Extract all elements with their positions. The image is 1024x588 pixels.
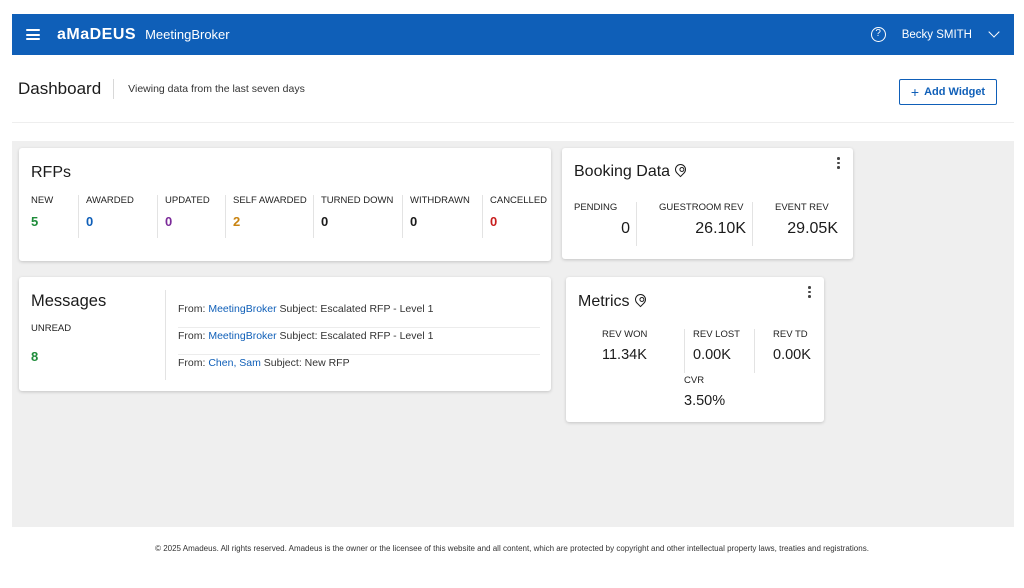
rfp-stat-label: WITHDRAWN <box>410 195 470 206</box>
booking-stats: PENDING 0 GUESTROOM REV 26.10K EVENT REV… <box>574 202 838 246</box>
add-widget-button[interactable]: + Add Widget <box>899 79 997 105</box>
message-subject: Escalated RFP - Level 1 <box>320 330 434 342</box>
from-label: From: <box>178 330 206 342</box>
subject-label: Subject: <box>279 303 318 315</box>
amadeus-logo[interactable]: aMaDEUS <box>57 25 137 43</box>
top-nav-bar: aMaDEUS MeetingBroker ? Becky SMITH <box>12 14 1014 55</box>
metric-rev-td: REV TD 0.00K <box>754 329 820 373</box>
metric-label: REV TD <box>773 329 808 340</box>
booking-stat-event-rev: EVENT REV 29.05K <box>752 202 838 246</box>
booking-data-widget: Booking Data PENDING 0 GUESTROOM REV 26.… <box>562 148 853 259</box>
rfp-stat-label: UPDATED <box>165 195 210 206</box>
rfp-stat-value: 2 <box>233 214 241 229</box>
message-item[interactable]: From: MeetingBroker Subject: Escalated R… <box>178 301 540 328</box>
rfp-stat-label: AWARDED <box>86 195 134 206</box>
hamburger-menu-icon[interactable] <box>26 29 40 40</box>
rfp-stat-new[interactable]: NEW 5 <box>31 195 78 238</box>
header-divider <box>113 78 115 99</box>
add-widget-label: Add Widget <box>924 86 986 98</box>
messages-divider <box>165 290 166 380</box>
rfp-stat-value: 0 <box>86 214 94 229</box>
booking-stat-value: 29.05K <box>787 220 838 237</box>
page-subtitle: Viewing data from the last seven days <box>128 82 305 95</box>
rfps-widget: RFPs NEW 5 AWARDED 0 UPDATED 0 SELF AWAR… <box>19 148 551 261</box>
from-label: From: <box>178 303 206 315</box>
dashboard-header: Dashboard Viewing data from the last sev… <box>12 55 1014 123</box>
metrics-row-1: REV WON 11.34K REV LOST 0.00K REV TD 0.0… <box>578 329 820 373</box>
rfp-stat-label: SELF AWARDED <box>233 195 307 206</box>
message-sender-link[interactable]: MeetingBroker <box>208 330 277 342</box>
rfp-stat-label: TURNED DOWN <box>321 195 394 206</box>
product-name: MeetingBroker <box>145 27 230 42</box>
copyright-footer: © 2025 Amadeus. All rights reserved. Ama… <box>155 544 869 553</box>
metric-value: 11.34K <box>602 347 647 363</box>
metric-value: 0.00K <box>693 347 731 363</box>
rfp-stat-label: NEW <box>31 195 54 206</box>
metric-label: REV WON <box>602 329 648 340</box>
metric-label: REV LOST <box>693 329 740 340</box>
booking-stat-value: 26.10K <box>695 220 746 237</box>
message-list: From: MeetingBroker Subject: Escalated R… <box>178 301 540 382</box>
booking-stat-label: EVENT REV <box>775 202 829 213</box>
metric-cvr: CVR 3.50% <box>684 375 725 409</box>
unread-count[interactable]: 8 <box>31 349 39 364</box>
metric-value: 0.00K <box>773 347 811 363</box>
more-options-icon[interactable] <box>808 286 812 298</box>
user-menu-name[interactable]: Becky SMITH <box>901 28 972 41</box>
messages-title: Messages <box>31 292 107 310</box>
rfp-stat-awarded[interactable]: AWARDED 0 <box>78 195 157 238</box>
location-pin-icon[interactable] <box>632 291 648 308</box>
rfp-stat-value: 0 <box>165 214 173 229</box>
help-icon[interactable]: ? <box>870 27 886 42</box>
message-item[interactable]: From: MeetingBroker Subject: Escalated R… <box>178 328 540 355</box>
more-options-icon[interactable] <box>837 157 841 169</box>
booking-data-title-text: Booking Data <box>574 163 671 180</box>
rfp-stat-turned-down[interactable]: TURNED DOWN 0 <box>313 195 402 238</box>
message-item[interactable]: From: Chen, Sam Subject: New RFP <box>178 355 540 382</box>
rfp-stat-self-awarded[interactable]: SELF AWARDED 2 <box>225 195 313 238</box>
metric-value: 3.50% <box>684 393 726 409</box>
rfp-stat-label: CANCELLED <box>490 195 548 206</box>
metrics-title-text: Metrics <box>578 293 630 310</box>
rfps-stats: NEW 5 AWARDED 0 UPDATED 0 SELF AWARDED 2… <box>31 195 552 238</box>
booking-stat-value: 0 <box>621 220 630 237</box>
metric-rev-won: REV WON 11.34K <box>578 329 684 373</box>
booking-data-title: Booking Data <box>574 161 689 181</box>
from-label: From: <box>178 357 206 369</box>
page-title: Dashboard <box>18 78 102 98</box>
booking-stat-guestroom-rev: GUESTROOM REV 26.10K <box>636 202 752 246</box>
location-pin-icon[interactable] <box>672 161 689 178</box>
metric-label: CVR <box>684 375 705 386</box>
metrics-title: Metrics <box>578 291 648 311</box>
rfp-stat-value: 5 <box>31 214 39 229</box>
unread-label: UNREAD <box>31 323 72 334</box>
rfp-stat-cancelled[interactable]: CANCELLED 0 <box>482 195 552 238</box>
message-subject: Escalated RFP - Level 1 <box>320 303 434 315</box>
message-sender-link[interactable]: MeetingBroker <box>208 303 277 315</box>
message-sender-link[interactable]: Chen, Sam <box>208 357 261 369</box>
message-subject: New RFP <box>304 357 350 369</box>
rfps-title: RFPs <box>31 164 71 181</box>
metrics-widget: Metrics REV WON 11.34K REV LOST 0.00K RE… <box>566 277 824 422</box>
subject-label: Subject: <box>279 330 318 342</box>
plus-icon: + <box>910 84 920 100</box>
booking-stat-label: GUESTROOM REV <box>659 202 744 213</box>
rfp-stat-value: 0 <box>410 214 418 229</box>
rfp-stat-value: 0 <box>490 214 498 229</box>
rfp-stat-withdrawn[interactable]: WITHDRAWN 0 <box>402 195 482 238</box>
rfp-stat-value: 0 <box>321 214 329 229</box>
metric-rev-lost: REV LOST 0.00K <box>684 329 754 373</box>
messages-widget: Messages UNREAD 8 From: MeetingBroker Su… <box>19 277 551 391</box>
subject-label: Subject: <box>263 357 302 369</box>
rfp-stat-updated[interactable]: UPDATED 0 <box>157 195 225 238</box>
booking-stat-pending: PENDING 0 <box>574 202 636 246</box>
chevron-down-icon[interactable] <box>988 26 1000 38</box>
booking-stat-label: PENDING <box>574 202 618 213</box>
